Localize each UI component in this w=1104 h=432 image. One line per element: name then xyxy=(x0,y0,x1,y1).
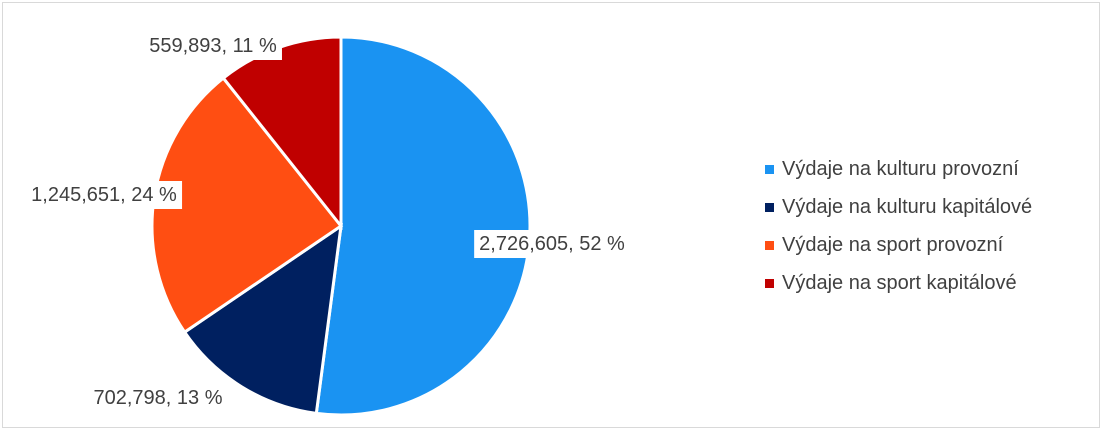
data-label-text-1: 2,726,605, 52 % xyxy=(479,233,625,255)
legend-item-1: Výdaje na kulturu provozní xyxy=(765,150,1032,188)
legend-label-1: Výdaje na kulturu provozní xyxy=(782,157,1019,180)
legend: Výdaje na kulturu provozní Výdaje na kult… xyxy=(765,150,1032,302)
data-label-3: 1,245,651, 24 % xyxy=(26,181,183,209)
pie-slice-2 xyxy=(182,222,343,416)
legend-label-3: Výdaje na sport provozní xyxy=(782,233,1004,256)
data-label-1: 2,726,605, 52 % xyxy=(474,230,631,258)
data-label-bg-4 xyxy=(144,32,282,60)
data-label-text-4: 559,893, 11 % xyxy=(149,35,277,57)
data-label-2: 702,798, 13 % xyxy=(88,384,228,412)
legend-label-2: Výdaje na kulturu kapitálové xyxy=(782,195,1033,218)
legend-item-3: Výdaje na sport provozní xyxy=(765,226,1032,264)
data-label-bg-2 xyxy=(88,384,228,412)
legend-swatch-1 xyxy=(765,164,774,174)
data-label-bg-3 xyxy=(26,181,183,209)
legend-swatch-4 xyxy=(765,278,774,288)
legend-item-2: Výdaje na kulturu kapitálové xyxy=(765,188,1032,226)
pie-slice-1 xyxy=(314,35,532,417)
legend-item-4: Výdaje na sport kapitálové xyxy=(765,264,1032,302)
pie-data-labels: 2,726,605, 52 % 702,798, 13 % 1,245,651, 2… xyxy=(26,32,631,412)
pie-slices xyxy=(150,35,532,417)
data-label-bg-1 xyxy=(474,230,631,258)
data-label-4: 559,893, 11 % xyxy=(144,32,282,60)
data-label-text-2: 702,798, 13 % xyxy=(94,387,223,409)
legend-swatch-3 xyxy=(765,240,774,250)
data-label-text-3: 1,245,651, 24 % xyxy=(31,184,177,206)
legend-label-4: Výdaje na sport kapitálové xyxy=(782,271,1017,294)
legend-swatch-2 xyxy=(765,202,774,212)
